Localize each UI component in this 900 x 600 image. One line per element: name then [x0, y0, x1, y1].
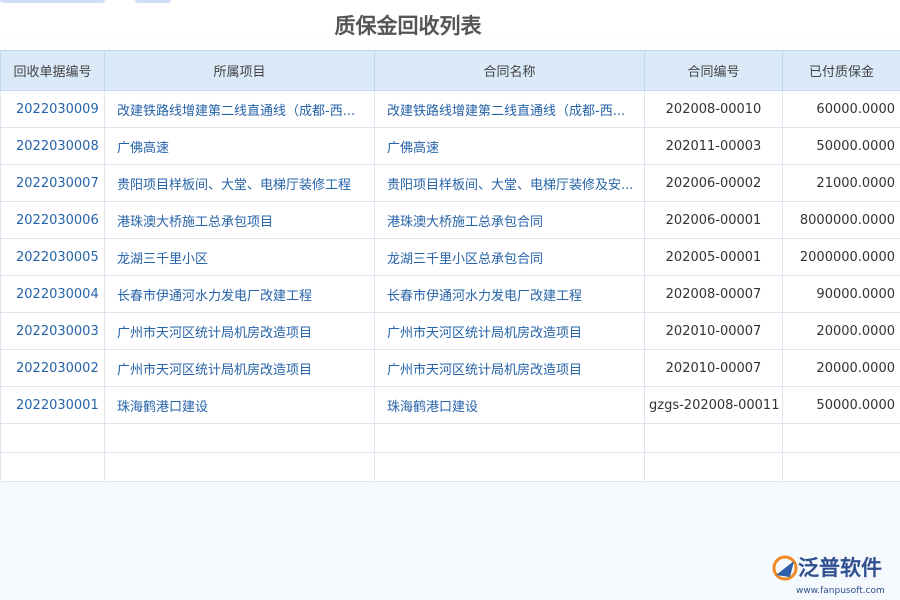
table-cell: 2022030007 [0, 164, 105, 202]
header-row: 回收单据编号 所属项目 合同名称 合同编号 已付质保金 [0, 50, 900, 91]
table-cell: 202006-00002 [644, 164, 783, 202]
empty-cell [782, 423, 900, 453]
table-cell: 2022030004 [0, 275, 105, 313]
table-cell: 2000000.0000 [782, 238, 900, 276]
table-cell: 广州市天河区统计局机房改造项目 [374, 312, 645, 350]
table-cell: 202011-00003 [644, 127, 783, 165]
table-cell: 长春市伊通河水力发电厂改建工程 [104, 275, 375, 313]
table-cell: 广佛高速 [374, 127, 645, 165]
tab [135, 0, 171, 3]
table-cell: 20000.0000 [782, 349, 900, 387]
logo-url: www.fanpusoft.com [796, 586, 885, 596]
table-cell: 202010-00007 [644, 312, 783, 350]
table-cell: 2022030002 [0, 349, 105, 387]
table-row: 2022030006 港珠澳大桥施工总承包项目 港珠澳大桥施工总承包合同 202006… [0, 201, 900, 239]
empty-cell [374, 423, 645, 453]
column-header: 回收单据编号 [0, 50, 105, 91]
empty-cell [644, 452, 783, 482]
table-cell: 港珠澳大桥施工总承包合同 [374, 201, 645, 239]
logo-icon [772, 555, 798, 581]
table-cell: 202006-00001 [644, 201, 783, 239]
table-row: 2022030005 龙湖三千里小区 龙湖三千里小区总承包合同 202005-0000… [0, 238, 900, 276]
logo: 泛普软件 www.fanpusoft.com [772, 555, 885, 596]
empty-row [0, 423, 900, 453]
table-cell: 龙湖三千里小区总承包合同 [374, 238, 645, 276]
table-cell: 2022030003 [0, 312, 105, 350]
empty-cell [644, 423, 783, 453]
empty-row [0, 452, 900, 482]
table-cell: 长春市伊通河水力发电厂改建工程 [374, 275, 645, 313]
table-cell: 改建铁路线增建第二线直通线（成都-西... [374, 90, 645, 128]
table-cell: 改建铁路线增建第二线直通线（成都-西... [104, 90, 375, 128]
table-row: 2022030004 长春市伊通河水力发电厂改建工程 长春市伊通河水力发电厂改建工程… [0, 275, 900, 313]
table-cell: 龙湖三千里小区 [104, 238, 375, 276]
table-row: 2022030009 改建铁路线增建第二线直通线（成都-西... 改建铁路线增建第二… [0, 90, 900, 128]
logo-icon [776, 561, 794, 577]
table-cell: 2022030008 [0, 127, 105, 165]
table-cell: 港珠澳大桥施工总承包项目 [104, 201, 375, 239]
table-cell: 2022030006 [0, 201, 105, 239]
table-cell: 广佛高速 [104, 127, 375, 165]
empty-cell [104, 452, 375, 482]
column-header: 已付质保金 [782, 50, 900, 91]
page-title: 质保金回收列表 [334, 14, 482, 38]
logo-name: 泛普软件 [798, 556, 882, 580]
table-cell: 贵阳项目样板间、大堂、电梯厅装修工程 [104, 164, 375, 202]
table-cell: 2022030001 [0, 386, 105, 424]
table-row: 2022030001 珠海鹤港口建设 珠海鹤港口建设 gzgs-202008-0001… [0, 386, 900, 424]
column-header: 所属项目 [104, 50, 375, 91]
table-cell: 202008-00007 [644, 275, 783, 313]
table-cell: 广州市天河区统计局机房改造项目 [104, 312, 375, 350]
table-cell: 90000.0000 [782, 275, 900, 313]
table-row: 2022030002 广州市天河区统计局机房改造项目 广州市天河区统计局机房改造项目… [0, 349, 900, 387]
table-cell: 2022030009 [0, 90, 105, 128]
empty-cell [782, 452, 900, 482]
table-cell: gzgs-202008-00011 [644, 386, 783, 424]
table-cell: 2022030005 [0, 238, 105, 276]
empty-cell [0, 452, 105, 482]
table-row: 2022030003 广州市天河区统计局机房改造项目 广州市天河区统计局机房改造项目… [0, 312, 900, 350]
table-cell: 贵阳项目样板间、大堂、电梯厅装修及安... [374, 164, 645, 202]
column-header: 合同编号 [644, 50, 783, 91]
tab [0, 0, 105, 3]
data-table: 回收单据编号 所属项目 合同名称 合同编号 已付质保金 2022030009 改建铁路线增… [0, 50, 900, 482]
table-row: 2022030007 贵阳项目样板间、大堂、电梯厅装修工程 贵阳项目样板间、大堂、电… [0, 164, 900, 202]
table-cell: 广州市天河区统计局机房改造项目 [104, 349, 375, 387]
table-row: 2022030008 广佛高速 广佛高速 202011-00003 50000.0000 [0, 127, 900, 165]
table-cell: 21000.0000 [782, 164, 900, 202]
table-cell: 珠海鹤港口建设 [104, 386, 375, 424]
table-cell: 202010-00007 [644, 349, 783, 387]
table-cell: 珠海鹤港口建设 [374, 386, 645, 424]
table-cell: 广州市天河区统计局机房改造项目 [374, 349, 645, 387]
empty-cell [0, 423, 105, 453]
table-cell: 50000.0000 [782, 386, 900, 424]
table-cell: 60000.0000 [782, 90, 900, 128]
empty-cell [374, 452, 645, 482]
table-cell: 20000.0000 [782, 312, 900, 350]
empty-cell [104, 423, 375, 453]
table-cell: 8000000.0000 [782, 201, 900, 239]
column-header: 合同名称 [374, 50, 645, 91]
table-cell: 202005-00001 [644, 238, 783, 276]
table-cell: 50000.0000 [782, 127, 900, 165]
table-cell: 202008-00010 [644, 90, 783, 128]
